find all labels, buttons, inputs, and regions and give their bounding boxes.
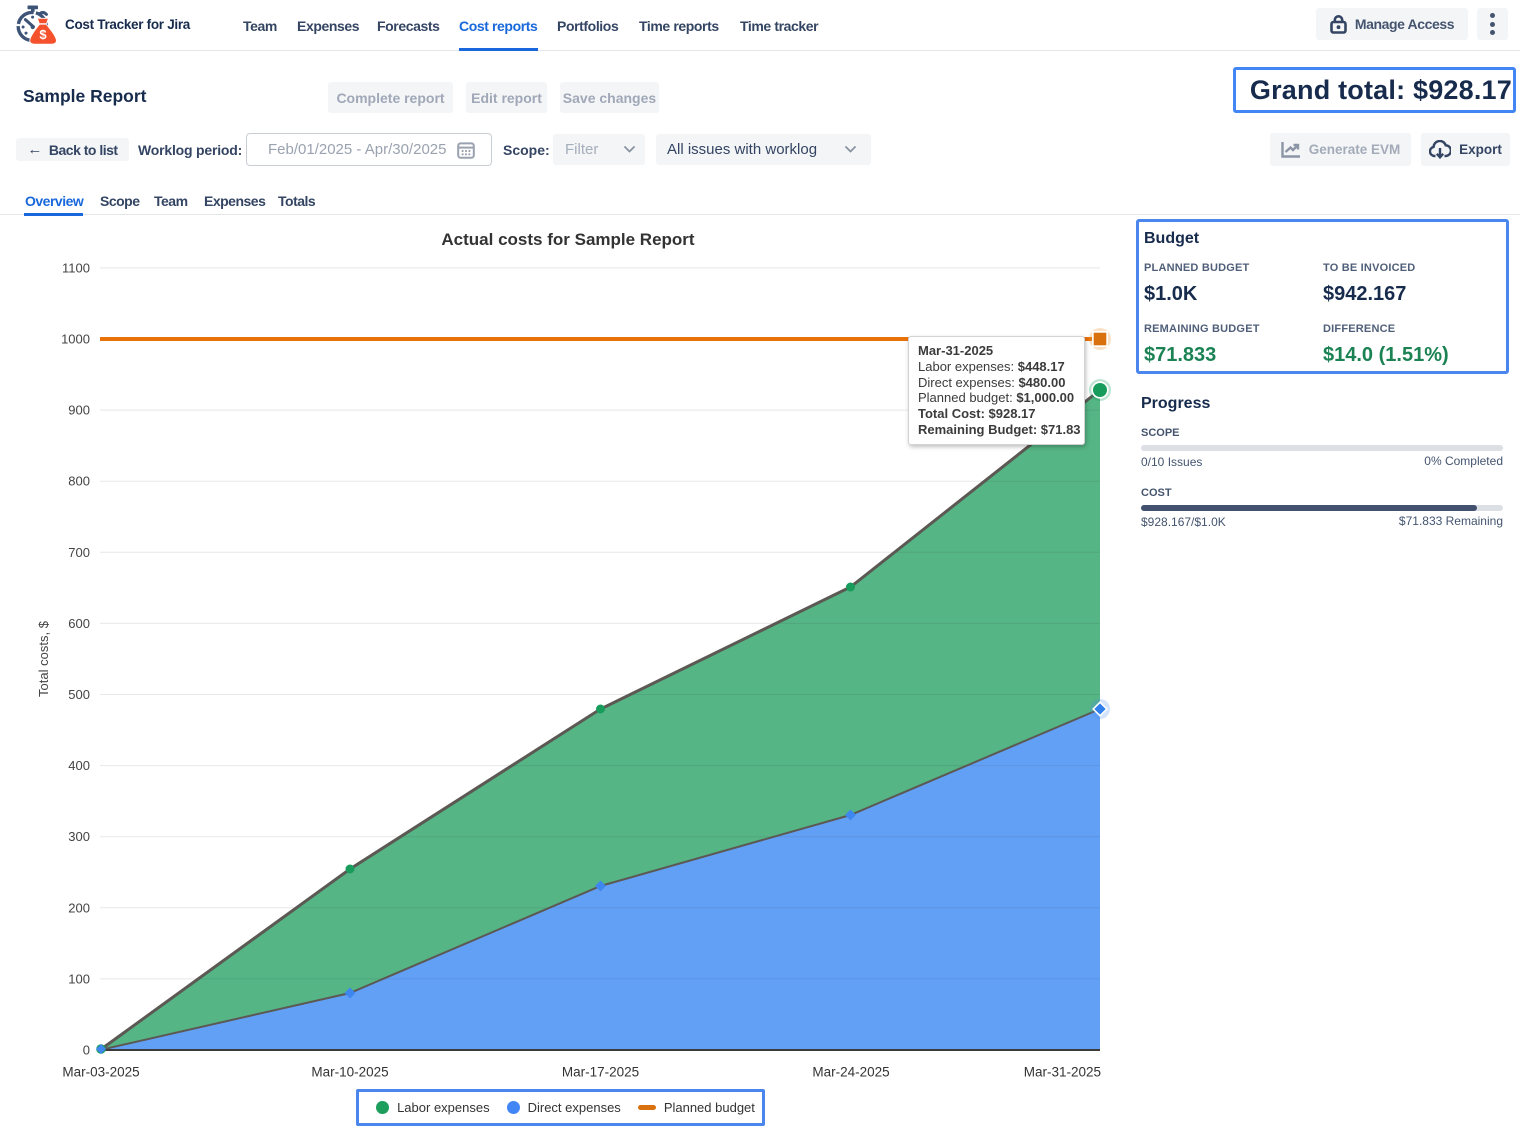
svg-text:100: 100 <box>68 971 90 986</box>
svg-text:1100: 1100 <box>62 260 90 275</box>
svg-text:200: 200 <box>68 900 90 915</box>
svg-text:700: 700 <box>68 545 90 560</box>
svg-text:Total costs, $: Total costs, $ <box>36 620 51 697</box>
svg-text:600: 600 <box>68 616 90 631</box>
svg-text:0: 0 <box>83 1043 90 1058</box>
svg-text:Mar-24-2025: Mar-24-2025 <box>812 1065 889 1080</box>
svg-text:300: 300 <box>68 829 90 844</box>
svg-text:Actual costs for Sample Report: Actual costs for Sample Report <box>441 230 695 249</box>
svg-text:900: 900 <box>68 403 90 418</box>
svg-text:Mar-17-2025: Mar-17-2025 <box>562 1065 639 1080</box>
svg-text:Mar-10-2025: Mar-10-2025 <box>311 1065 388 1080</box>
svg-text:500: 500 <box>68 687 90 702</box>
svg-text:Mar-03-2025: Mar-03-2025 <box>62 1065 139 1080</box>
svg-text:400: 400 <box>68 758 90 773</box>
svg-text:800: 800 <box>68 474 90 489</box>
svg-text:Mar-31-2025: Mar-31-2025 <box>1024 1065 1101 1080</box>
svg-text:$: $ <box>39 27 47 42</box>
svg-text:1000: 1000 <box>61 332 90 347</box>
